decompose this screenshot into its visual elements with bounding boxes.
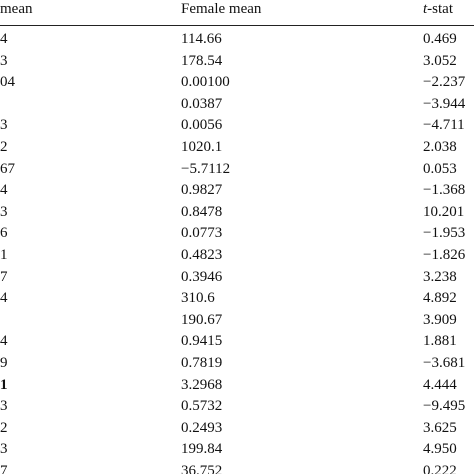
male-mean-cell: 4 — [0, 290, 8, 307]
female-mean-cell: 36.752 — [181, 462, 223, 474]
female-mean-cell: 0.5732 — [181, 398, 223, 415]
female-mean-cell: 0.3946 — [181, 268, 223, 285]
male-mean-cell: 4 — [0, 333, 8, 350]
t-stat-cell: 2.038 — [423, 138, 457, 155]
t-stat-cell: 3.909 — [423, 311, 457, 328]
t-stat-cell: −2.237 — [423, 74, 466, 91]
t-stat-cell: 4.892 — [423, 290, 457, 307]
t-stat-cell: 0.053 — [423, 160, 457, 177]
male-mean-header: mean — [0, 1, 33, 17]
male-mean-cell: 3 — [0, 52, 8, 69]
table-row: 7 0.3946 3.238 — [0, 268, 474, 290]
male-mean-cell: 3 — [0, 117, 8, 134]
female-mean-cell: 0.4823 — [181, 246, 223, 263]
table-row: 4 114.66 0.469 — [0, 30, 474, 52]
female-mean-cell: 0.9827 — [181, 182, 223, 199]
table-row: 1 3.2968 4.444 — [0, 376, 474, 398]
table-row: 67 −5.7112 0.053 — [0, 160, 474, 182]
female-mean-cell: 199.84 — [181, 441, 223, 458]
table-row: 04 0.00100 −2.237 — [0, 73, 474, 95]
t-stat-cell: 0.222 — [423, 462, 457, 474]
table-row: 3 0.8478 10.201 — [0, 203, 474, 225]
male-mean-cell: 2 — [0, 138, 8, 155]
t-stat-cell: 3.625 — [423, 419, 457, 436]
table-row: 9 0.7819 −3.681 — [0, 354, 474, 376]
female-mean-cell: 0.0387 — [181, 95, 223, 112]
table-row: 7 36.752 0.222 — [0, 462, 474, 474]
male-mean-cell: 3 — [0, 441, 8, 458]
male-mean-cell: 2 — [0, 419, 8, 436]
female-mean-cell: 0.0056 — [181, 117, 223, 134]
male-mean-cell: 67 — [0, 160, 15, 177]
t-stat-cell: −3.681 — [423, 354, 466, 371]
t-stat-cell: −1.953 — [423, 225, 466, 242]
t-stat-cell: −1.368 — [423, 182, 466, 199]
table-row: 3 0.5732 −9.495 — [0, 397, 474, 419]
t-stat-cell: 3.238 — [423, 268, 457, 285]
female-mean-cell: 1020.1 — [181, 138, 223, 155]
male-mean-cell: 1 — [0, 376, 8, 393]
female-mean-cell: 0.8478 — [181, 203, 223, 220]
t-stat-cell: −9.495 — [423, 398, 466, 415]
table-row: 4 0.9827 −1.368 — [0, 181, 474, 203]
male-mean-cell: 4 — [0, 31, 8, 47]
t-stat-cell: 4.444 — [423, 376, 457, 393]
female-mean-cell: 178.54 — [181, 52, 223, 69]
table-row: 3 0.0056 −4.711 — [0, 116, 474, 138]
t-stat-cell: −1.826 — [423, 246, 466, 263]
female-mean-cell: −5.7112 — [181, 160, 231, 177]
female-mean-header: Female mean — [181, 1, 262, 17]
female-mean-cell: 310.6 — [181, 290, 215, 307]
t-stat-cell: 1.881 — [423, 333, 457, 350]
t-stat-cell: 10.201 — [423, 203, 465, 220]
male-mean-cell: 3 — [0, 203, 8, 220]
male-mean-cell: 7 — [0, 268, 8, 285]
table-row: 2 1020.1 2.038 — [0, 138, 474, 160]
t-stat-header: t-stat — [423, 1, 453, 18]
female-mean-cell: 0.0773 — [181, 225, 223, 242]
female-mean-cell: 0.2493 — [181, 419, 223, 436]
male-mean-cell: 6 — [0, 225, 8, 242]
header-rule — [0, 25, 474, 26]
table-row: 3 199.84 4.950 — [0, 440, 474, 462]
t-stat-cell: −4.711 — [423, 117, 465, 134]
table-row: 6 0.0773 −1.953 — [0, 224, 474, 246]
t-stat-cell: −3.944 — [423, 95, 466, 112]
male-mean-cell: 9 — [0, 354, 8, 371]
t-stat-cell: 4.950 — [423, 441, 457, 458]
table-row: 3 178.54 3.052 — [0, 52, 474, 74]
female-mean-cell: 190.67 — [181, 311, 223, 328]
table-row: 4 310.6 4.892 — [0, 289, 474, 311]
table-body: 4 114.66 0.469 3 178.54 3.052 04 0.00100 −2.237 0… — [0, 30, 474, 474]
t-stat-header-italic: t — [423, 1, 428, 17]
t-stat-cell: 0.469 — [423, 31, 457, 47]
female-mean-cell: 114.66 — [181, 31, 222, 47]
female-mean-cell: 0.00100 — [181, 74, 230, 91]
male-mean-cell: 3 — [0, 398, 8, 415]
female-mean-cell: 0.9415 — [181, 333, 223, 350]
male-mean-cell: 7 — [0, 462, 8, 474]
male-mean-cell: 4 — [0, 182, 8, 199]
table-row: 2 0.2493 3.625 — [0, 419, 474, 441]
table-row: 190.67 3.909 — [0, 311, 474, 333]
table-row: 0.0387 −3.944 — [0, 95, 474, 117]
table-row: 1 0.4823 −1.826 — [0, 246, 474, 268]
male-mean-cell: 04 — [0, 74, 15, 91]
t-stat-header-suffix: -stat — [427, 1, 453, 17]
female-mean-cell: 3.2968 — [181, 376, 223, 393]
table-row: 4 0.9415 1.881 — [0, 332, 474, 354]
male-mean-cell: 1 — [0, 246, 8, 263]
t-stat-cell: 3.052 — [423, 52, 457, 69]
female-mean-cell: 0.7819 — [181, 354, 223, 371]
table-header: mean Female mean t-stat — [0, 0, 474, 24]
